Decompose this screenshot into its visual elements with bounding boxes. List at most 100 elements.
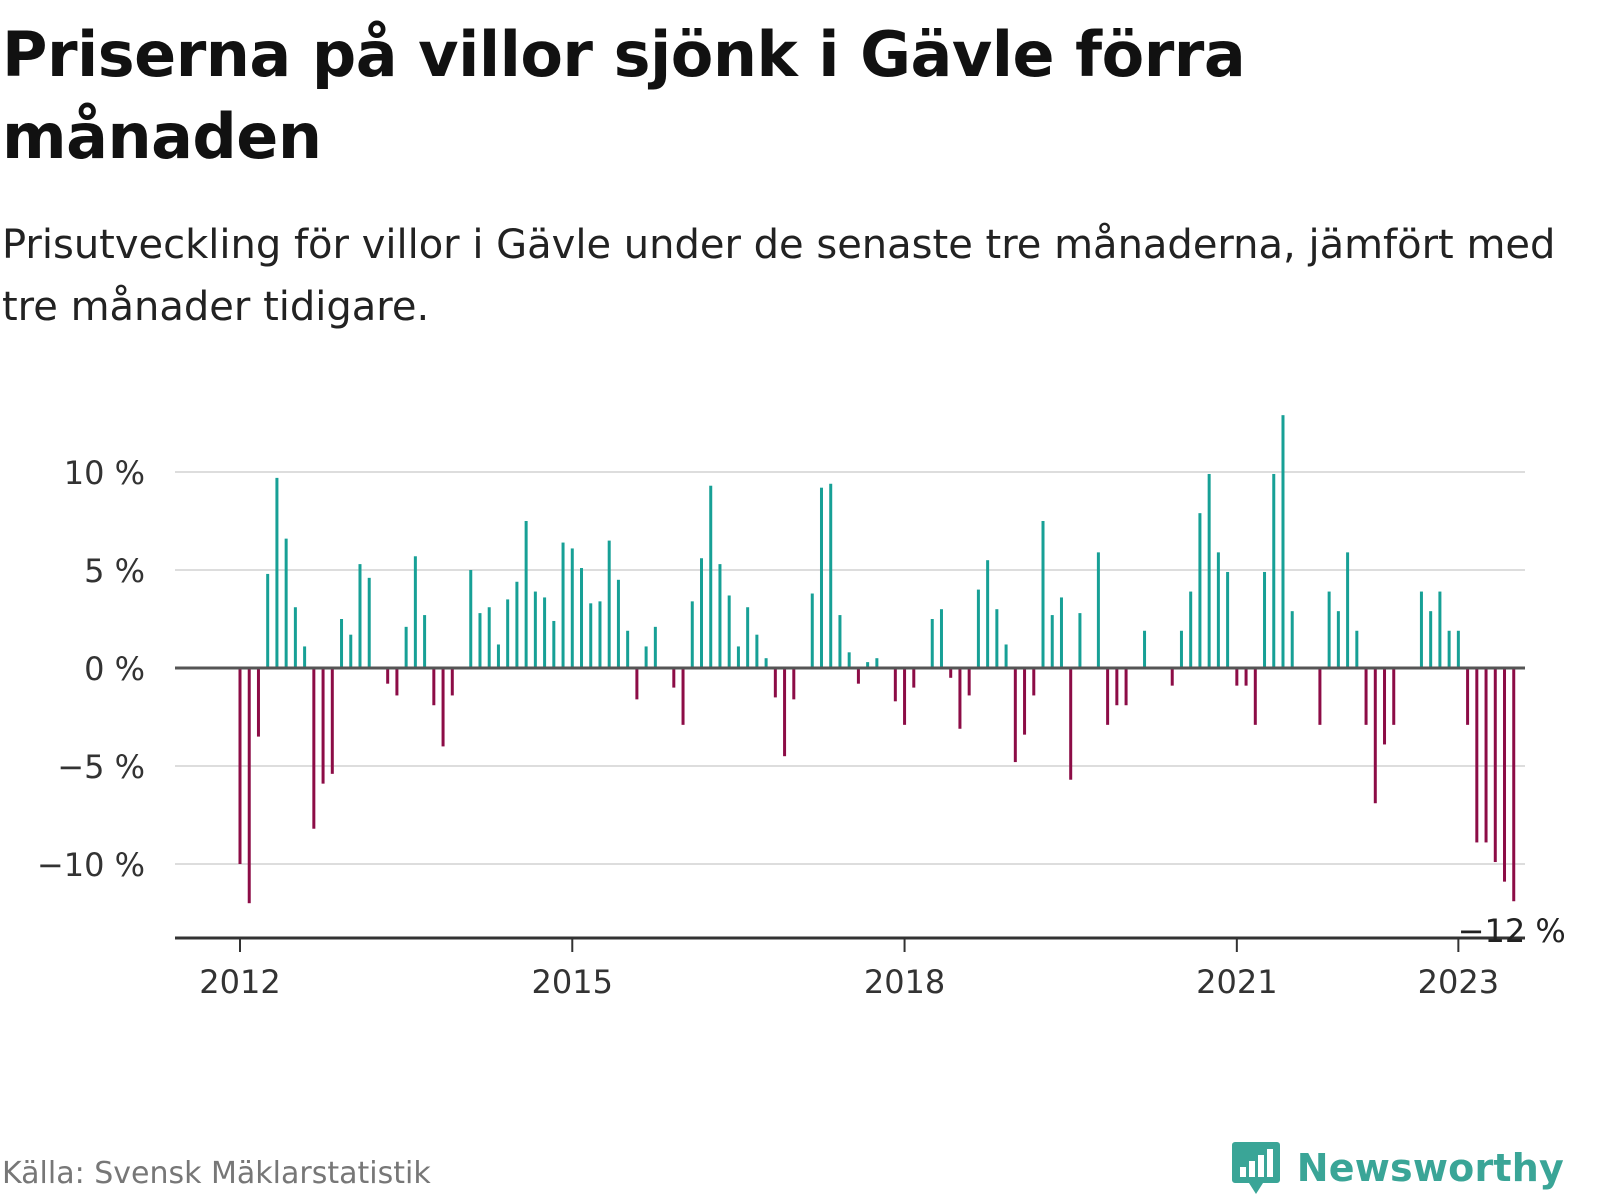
- bar: [1050, 615, 1054, 668]
- x-tick-label: 2015: [532, 963, 613, 1001]
- y-axis-labels: 10 % 5 % 0 % −5 % −10 %: [37, 454, 145, 884]
- bar: [1078, 613, 1082, 668]
- bar: [598, 601, 602, 668]
- bar: [266, 573, 270, 668]
- bar: [1475, 668, 1479, 843]
- bar: [340, 619, 344, 668]
- bar: [644, 646, 648, 668]
- bar: [1226, 571, 1230, 668]
- bar: [847, 652, 851, 668]
- bar: [1207, 473, 1211, 668]
- bar: [1447, 630, 1451, 668]
- bar: [506, 599, 510, 668]
- bar: [1069, 668, 1073, 780]
- bar: [487, 607, 491, 668]
- x-tick-label: 2021: [1196, 963, 1277, 1001]
- bar: [1023, 668, 1027, 735]
- bar: [912, 668, 916, 688]
- bar: [653, 626, 657, 668]
- bar: [552, 620, 556, 668]
- bar: [1355, 630, 1359, 668]
- bar: [1318, 668, 1322, 725]
- bar-chart-speech-bubble-icon: [1231, 1142, 1280, 1194]
- bar: [358, 564, 362, 668]
- bar: [773, 668, 777, 698]
- bars: [238, 415, 1516, 904]
- bar: [1253, 668, 1257, 725]
- bar: [432, 668, 436, 706]
- x-tick-label: 2023: [1418, 963, 1499, 1001]
- bar: [976, 589, 980, 668]
- x-tick-label: 2012: [199, 963, 280, 1001]
- bar: [1179, 630, 1183, 668]
- bar: [746, 607, 750, 668]
- bar: [939, 609, 943, 668]
- bar: [1198, 513, 1202, 668]
- bar: [293, 607, 297, 668]
- bar: [1106, 668, 1110, 725]
- bar: [949, 668, 953, 678]
- bar: [1244, 668, 1248, 686]
- newsworthy-logo: Newsworthy: [1231, 1140, 1564, 1196]
- y-tick-label: 5 %: [84, 552, 145, 590]
- bar-chart: 10 % 5 % 0 % −5 % −10 % 2012 2015 2018 2021 2023…: [37, 415, 1566, 1001]
- bar: [1096, 552, 1100, 668]
- bar: [893, 668, 897, 702]
- bar: [395, 668, 399, 696]
- bar: [496, 644, 500, 668]
- bar: [1503, 668, 1507, 882]
- bar: [1143, 630, 1147, 668]
- bar: [441, 668, 445, 747]
- bar: [866, 662, 870, 668]
- bar: [524, 521, 528, 668]
- bar: [995, 609, 999, 668]
- bar: [533, 591, 537, 668]
- bar: [1493, 668, 1497, 863]
- bar: [1419, 591, 1423, 668]
- bar: [1346, 552, 1350, 668]
- bar: [1290, 611, 1294, 668]
- bar: [607, 540, 611, 668]
- bar: [312, 668, 316, 829]
- bar: [1327, 591, 1331, 668]
- bar: [616, 579, 620, 668]
- bar: [1336, 611, 1340, 668]
- bar: [1466, 668, 1470, 725]
- bar: [1456, 630, 1460, 668]
- bar: [958, 668, 962, 729]
- bar: [1281, 415, 1285, 668]
- bar: [903, 668, 907, 725]
- bar: [792, 668, 796, 700]
- bar: [736, 646, 740, 668]
- bar: [404, 626, 408, 668]
- bar: [700, 558, 703, 668]
- bar: [1373, 668, 1377, 804]
- bar: [829, 483, 833, 668]
- bar: [1429, 611, 1433, 668]
- bar: [875, 658, 879, 668]
- bar: [1235, 668, 1239, 686]
- bar: [672, 668, 676, 688]
- bar: [727, 595, 731, 668]
- bar: [718, 564, 722, 668]
- bar: [819, 487, 823, 668]
- bar: [423, 615, 427, 668]
- y-tick-label: −10 %: [37, 846, 145, 884]
- bar: [1392, 668, 1396, 725]
- bar: [930, 619, 934, 668]
- bar: [1059, 597, 1063, 668]
- bar: [690, 601, 694, 668]
- bar: [580, 568, 584, 668]
- bar: [1170, 668, 1174, 686]
- bar: [1189, 591, 1193, 668]
- bar: [561, 542, 565, 668]
- bar: [635, 668, 639, 700]
- bar: [256, 668, 260, 737]
- bar: [1013, 668, 1017, 763]
- x-tick-label: 2018: [864, 963, 945, 1001]
- bar: [450, 668, 454, 696]
- bar: [1115, 668, 1119, 706]
- bar: [589, 603, 593, 668]
- brand-name: Newsworthy: [1296, 1146, 1564, 1190]
- bar: [1484, 668, 1488, 843]
